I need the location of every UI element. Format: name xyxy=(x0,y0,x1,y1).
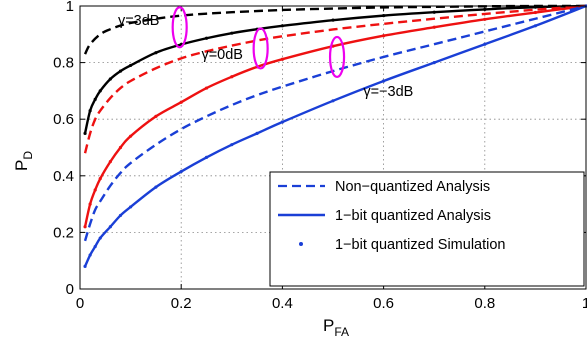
series-gamma_3dB-simulation-point xyxy=(93,97,97,101)
series-gamma_neg3dB-simulation-point xyxy=(118,213,123,218)
plot-area-frame xyxy=(79,5,587,290)
legend-dot-sample xyxy=(299,242,303,246)
series-gamma_0dB-simulation-point xyxy=(230,75,234,79)
x-tick-label: 0.6 xyxy=(373,295,394,312)
series-gamma_3dB-simulation-point xyxy=(129,63,133,68)
y-axis-label-main: P xyxy=(12,160,31,171)
legend-item-quantized-analysis: 1−bit quantized Analysis xyxy=(335,208,491,224)
y-axis-label-sub: D xyxy=(21,151,35,160)
legend-box xyxy=(269,171,585,287)
series-gamma_neg3dB-simulation-point xyxy=(108,225,112,229)
series-gamma_neg3dB-simulation-point xyxy=(533,24,538,28)
annotation-label: γ=0dB xyxy=(201,47,243,63)
series-gamma_3dB-simulation-point xyxy=(83,131,87,135)
series-gamma_0dB-simulation-point xyxy=(154,114,158,118)
y-tick-label: 0.8 xyxy=(53,55,74,72)
annotations: γ=3dB γ=0dB γ=−3dB xyxy=(118,6,413,100)
x-tick-label: 1 xyxy=(582,295,587,312)
series-gamma_neg3dB-simulation-point xyxy=(83,264,87,268)
x-axis-label-sub: FA xyxy=(334,325,349,339)
series-gamma_3dB-non-quantized-line xyxy=(83,4,587,55)
series-gamma_0dB-simulation-point xyxy=(93,188,97,192)
series-gamma_3dB-simulation-point xyxy=(331,18,335,22)
series-gamma_0dB-simulation-point xyxy=(108,160,112,164)
series-gamma_neg3dB-simulation-point xyxy=(382,79,386,83)
series-gamma_0dB-simulation-point xyxy=(98,177,102,181)
series-gamma_0dB-simulation-point xyxy=(179,100,183,104)
y-tick-label: 0 xyxy=(66,281,74,298)
x-axis-label: PFA xyxy=(323,316,349,339)
x-tick-label: 0.8 xyxy=(474,295,495,312)
series-gamma_0dB-simulation-point xyxy=(483,17,487,21)
series-gamma_0dB-simulation-point xyxy=(118,145,123,150)
legend-item-quantized-simulation: 1−bit quantized Simulation xyxy=(335,237,506,253)
series-gamma_neg3dB-simulation-point xyxy=(129,205,133,209)
series-gamma_0dB-simulation-point xyxy=(382,34,386,38)
x-tick-label: 0 xyxy=(76,295,84,312)
y-tick-label: 0.4 xyxy=(53,168,74,185)
series-gamma_0dB-simulation-point xyxy=(533,10,538,15)
series-gamma_neg3dB-simulation-point xyxy=(432,61,436,65)
series-gamma_neg3dB-simulation-point xyxy=(98,236,102,240)
legend-item-non-quantized: Non−quantized Analysis xyxy=(335,179,490,195)
annotation-ellipse xyxy=(252,27,269,70)
series-gamma_0dB-simulation-point xyxy=(280,57,284,61)
series-gamma_0dB-simulation-point xyxy=(432,25,436,29)
series-gamma_neg3dB-simulation-point xyxy=(255,131,259,135)
series-gamma_0dB-simulation-point xyxy=(204,86,209,90)
series-gamma_3dB-simulation-point xyxy=(382,14,386,18)
x-tick-label: 0.2 xyxy=(171,295,192,312)
series-gamma_3dB-simulation-point xyxy=(98,89,102,93)
series-gamma_neg3dB-simulation-point xyxy=(154,185,158,189)
series-gamma_3dB-simulation-point xyxy=(230,31,234,35)
annotation-label: γ=3dB xyxy=(118,13,160,29)
series-gamma_3dB-simulation-point xyxy=(88,109,92,113)
series-gamma_neg3dB-non-quantized-line xyxy=(83,4,587,242)
series-gamma_neg3dB-simulation-point xyxy=(179,169,183,174)
legend: Non−quantized Analysis 1−bit quantized A… xyxy=(269,171,585,287)
x-tick-label: 0.4 xyxy=(272,295,293,312)
y-axis-label: PD xyxy=(12,151,35,171)
curves xyxy=(83,4,587,268)
series-gamma_neg3dB-simulation-point xyxy=(230,143,234,147)
annotation-ellipse xyxy=(171,6,188,49)
y-tick-label: 0.6 xyxy=(53,111,74,128)
series-gamma_0dB-simulation-point xyxy=(88,202,92,206)
series-gamma_neg3dB-simulation-point xyxy=(483,42,487,46)
series-gamma_3dB-simulation-point xyxy=(280,24,284,28)
y-tick-label: 0.2 xyxy=(53,224,74,241)
series-gamma_3dB-simulation-point xyxy=(118,69,123,73)
tick-labels: 0 0.2 0.4 0.6 0.8 1 0 0.2 0.4 0.6 0.8 1 xyxy=(53,0,587,312)
series-gamma_0dB-simulation-point xyxy=(129,134,133,138)
y-tick-label: 1 xyxy=(66,0,74,15)
annotation-label: γ=−3dB xyxy=(363,84,413,100)
series-gamma_neg3dB-simulation-point xyxy=(93,244,97,249)
annotation-ellipse xyxy=(328,35,346,79)
series-gamma_neg3dB-simulation-point xyxy=(280,120,284,124)
series-gamma_3dB-simulation-point xyxy=(108,77,112,81)
x-axis-label-main: P xyxy=(323,316,334,335)
series-gamma_neg3dB-simulation-point xyxy=(331,99,335,103)
series-gamma_3dB-simulation-point xyxy=(432,10,436,14)
series-gamma_neg3dB-simulation-point xyxy=(88,253,92,257)
series-gamma_0dB-simulation-point xyxy=(83,225,87,229)
series-gamma_neg3dB-simulation-point xyxy=(204,155,209,160)
series-gamma_0dB-non-quantized-line xyxy=(83,4,587,154)
series-gamma_3dB-simulation-point xyxy=(154,51,158,55)
series-gamma_3dB-simulation-point xyxy=(204,36,209,40)
